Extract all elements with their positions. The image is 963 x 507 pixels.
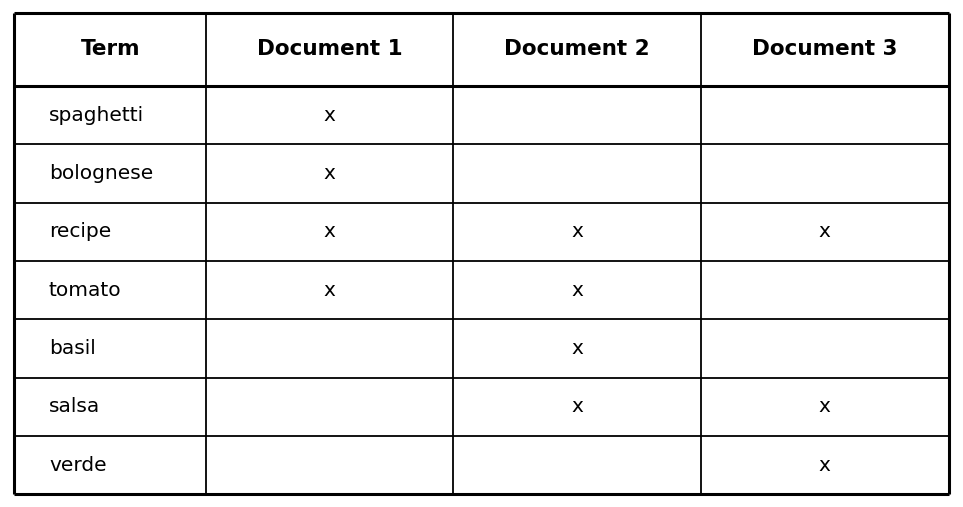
- Text: verde: verde: [49, 456, 107, 475]
- Text: x: x: [571, 397, 584, 416]
- Text: tomato: tomato: [49, 280, 121, 300]
- Text: x: x: [571, 280, 584, 300]
- Text: x: x: [819, 456, 831, 475]
- Text: x: x: [571, 339, 584, 358]
- Text: x: x: [324, 105, 336, 125]
- Text: x: x: [324, 164, 336, 183]
- Text: salsa: salsa: [49, 397, 100, 416]
- Text: Document 3: Document 3: [752, 39, 898, 59]
- Text: Document 1: Document 1: [257, 39, 403, 59]
- Text: x: x: [819, 397, 831, 416]
- Text: x: x: [324, 280, 336, 300]
- Text: recipe: recipe: [49, 222, 111, 241]
- Text: x: x: [324, 222, 336, 241]
- Text: x: x: [819, 222, 831, 241]
- Text: bolognese: bolognese: [49, 164, 153, 183]
- Text: spaghetti: spaghetti: [49, 105, 144, 125]
- Text: x: x: [571, 222, 584, 241]
- Text: Document 2: Document 2: [505, 39, 650, 59]
- Text: Term: Term: [80, 39, 140, 59]
- Text: basil: basil: [49, 339, 95, 358]
